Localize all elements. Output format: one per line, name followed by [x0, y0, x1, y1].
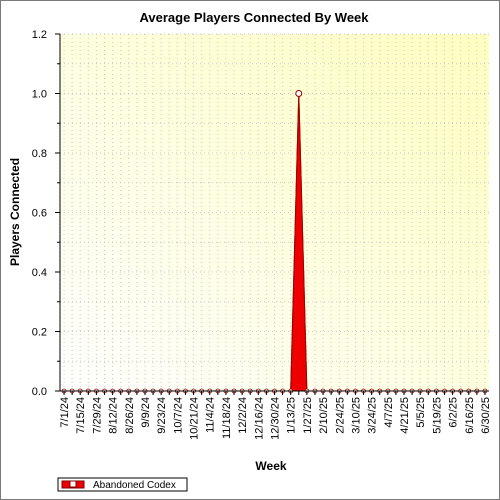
y-tick-label: 0.4	[32, 267, 47, 279]
chart-title: Average Players Connected By Week	[139, 10, 369, 25]
data-point	[295, 90, 303, 97]
x-tick-label: 7/15/24	[75, 397, 87, 434]
y-tick-label: 1.0	[32, 89, 47, 101]
x-axis-label: Week	[255, 459, 286, 473]
y-tick-label: 1.2	[32, 29, 47, 41]
x-tick-label: 1/27/25	[302, 397, 314, 434]
x-tick-label: 6/16/25	[464, 397, 476, 434]
x-tick-label: 2/10/25	[318, 397, 330, 434]
legend-marker	[69, 480, 77, 488]
x-tick-label: 3/10/25	[350, 397, 362, 434]
x-tick-label: 5/19/25	[431, 397, 443, 434]
x-tick-label: 8/26/24	[124, 397, 136, 434]
x-tick-label: 7/1/24	[59, 397, 71, 428]
x-tick-label: 12/16/24	[253, 397, 265, 440]
y-tick-label: 0.8	[32, 148, 47, 160]
x-tick-label: 1/13/25	[286, 397, 298, 434]
x-tick-label: 11/18/24	[221, 397, 233, 439]
x-tick-label: 5/5/25	[415, 397, 427, 428]
x-tick-label: 4/7/25	[383, 397, 395, 428]
x-tick-label: 4/21/25	[399, 397, 411, 434]
y-axis: 0.0 0.2 0.4 0.6 0.8 1.0 1.2	[32, 29, 60, 398]
y-tick-label: 0.2	[32, 327, 47, 339]
x-tick-label: 8/12/24	[108, 397, 120, 434]
x-tick-label: 3/24/25	[367, 397, 379, 434]
y-axis-label: Players Connected	[8, 158, 22, 266]
x-tick-label: 6/2/25	[448, 397, 460, 428]
x-tick-label: 9/23/24	[156, 397, 168, 434]
x-tick-label: 11/4/24	[205, 397, 217, 433]
x-tick-label: 6/30/25	[480, 397, 492, 434]
x-tick-label: 2/24/25	[334, 397, 346, 434]
x-tick-label: 9/9/24	[140, 397, 152, 428]
legend: Abandoned Codex	[57, 477, 188, 492]
y-tick-label: 0.0	[32, 386, 47, 398]
legend-box	[57, 477, 188, 492]
legend-label: Abandoned Codex	[93, 480, 176, 491]
x-tick-label: 12/30/24	[270, 397, 282, 440]
y-tick-label: 0.6	[32, 208, 47, 220]
x-axis: 7/1/24 7/15/24 7/29/24 8/12/24 8/26/24 9/9/24…	[59, 391, 492, 440]
x-tick-label: 10/21/24	[189, 397, 201, 440]
x-tick-label: 10/7/24	[172, 397, 184, 434]
plot-area	[60, 34, 489, 391]
x-tick-label: 12/2/24	[237, 397, 249, 434]
x-tick-label: 7/29/24	[91, 397, 103, 434]
